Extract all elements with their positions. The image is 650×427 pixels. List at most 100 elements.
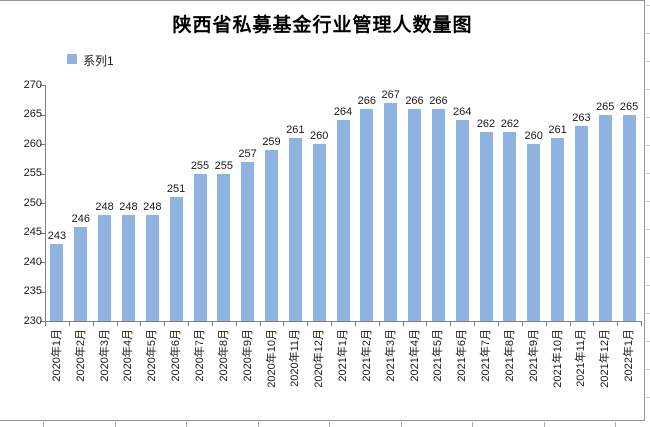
bar-value-label: 260 [310,130,329,142]
x-axis-tick [426,322,428,326]
bar[interactable] [527,144,541,321]
bar[interactable] [503,132,517,321]
bar[interactable] [384,102,398,321]
x-axis-tick [354,322,356,326]
bar[interactable] [455,120,469,321]
x-axis-category-label: 2020年1月 [50,329,63,382]
bar[interactable] [74,226,88,321]
x-axis-category-label: 2020年11月 [289,329,302,387]
bar-value-label: 265 [596,100,615,113]
x-axis-category-label: 2021年4月 [408,329,421,382]
x-axis-tick [450,322,452,326]
x-axis-category-label: 2020年2月 [74,329,87,382]
y-axis-tick-label: 240 [23,255,42,268]
x-axis-category-label: 2021年7月 [480,329,492,382]
sheet-column-gridline-hint [186,422,187,427]
x-axis-category-label: 2020年6月 [170,329,183,382]
sheet-row-gridline-hint [646,285,650,286]
bar-value-label: 246 [71,212,90,225]
bar[interactable] [408,108,421,321]
y-axis-tick-label: 270 [23,78,42,91]
bar[interactable] [479,132,493,321]
sheet-row-gridline-hint [646,397,650,398]
bar-value-label: 248 [143,200,162,213]
sheet-column-gridline-hint [257,422,259,427]
sheet-column-gridline-hint [615,422,616,427]
y-axis-tick [40,173,45,175]
sheet-row-gridline-hint [646,145,650,146]
x-axis-tick [235,322,237,326]
x-axis-tick [593,322,595,326]
x-axis-category-label: 2021年12月 [599,329,612,388]
y-axis-tick-label: 230 [23,314,42,327]
bar[interactable] [551,138,565,321]
x-axis-category-label: 2021年9月 [527,329,540,382]
bar[interactable] [265,149,278,321]
bar-value-label: 265 [619,100,639,113]
bar[interactable] [574,126,588,321]
x-axis-tick [140,322,142,326]
sheet-row-gridline-hint [646,89,650,90]
bar-value-label: 264 [453,106,472,119]
bar-value-label: 267 [381,88,400,101]
bar[interactable] [121,214,135,321]
bar[interactable] [98,214,112,321]
bar[interactable] [217,173,231,321]
bar-value-label: 243 [47,230,67,243]
bar[interactable] [193,173,207,321]
bar-value-label: 260 [524,130,543,142]
bar[interactable] [622,114,636,321]
x-axis-category-label: 2020年12月 [313,329,326,388]
x-axis-tick [331,322,333,326]
bar[interactable] [431,108,445,321]
bar-value-label: 264 [333,106,353,119]
sheet-column-gridline-hint [329,422,330,427]
bar[interactable] [598,114,612,321]
x-axis-category-label: 2021年10月 [551,329,564,388]
y-axis-tick-label: 255 [23,167,42,179]
y-axis-tick [40,85,45,86]
sheet-row-gridline-hint [646,369,650,370]
bar-value-label: 257 [238,147,257,160]
y-axis-tick [40,291,45,293]
bar[interactable] [169,197,183,321]
x-axis-tick [521,322,523,326]
bar-value-label: 251 [166,183,186,196]
sheet-row-gridline-hint [646,341,650,342]
x-axis-tick [68,322,70,326]
x-axis-tick [378,322,380,326]
bar[interactable] [336,120,350,321]
bar-value-label: 266 [405,94,424,107]
sheet-row-gridline-hint [646,117,650,118]
chart-title[interactable]: 陕西省私募基金行业管理人数量图 [172,15,473,36]
y-axis-tick [40,114,45,116]
bar[interactable] [145,214,159,321]
sheet-column-gridline-hint [472,422,473,427]
x-axis-category-label: 2020年7月 [194,329,206,382]
excel-chart-object[interactable]: 陕西省私募基金行业管理人数量图 系列1 230 235 240 245 250 255 26… [0,0,645,421]
bar[interactable] [312,144,326,321]
x-axis-tick [92,322,94,326]
x-axis-tick [45,322,46,326]
y-axis-tick-label: 260 [23,137,42,150]
bar[interactable] [241,161,255,321]
bar-value-label: 266 [357,94,376,107]
sheet-column-gridline-hint [400,422,402,427]
y-axis-tick [40,232,45,234]
x-axis-tick [402,322,404,326]
x-axis-category-label: 2020年3月 [98,329,111,382]
x-axis-category-label: 2021年6月 [456,329,469,382]
sheet-row-gridline-hint [646,33,650,34]
sheet-column-gridline-hint [543,422,545,427]
bar[interactable] [288,138,302,321]
sheet-row-gridline-hint [646,61,650,62]
sheet-column-gridline-hint [43,422,44,427]
y-axis-tick [40,321,45,322]
bar[interactable] [50,244,64,321]
bar-value-label: 259 [262,135,281,148]
x-axis-tick [259,322,261,326]
x-axis-category-label: 2020年10月 [265,329,278,388]
x-axis-category-label: 2020年5月 [146,329,159,382]
bar[interactable] [360,108,374,321]
x-axis-category-label: 2021年5月 [432,329,445,382]
